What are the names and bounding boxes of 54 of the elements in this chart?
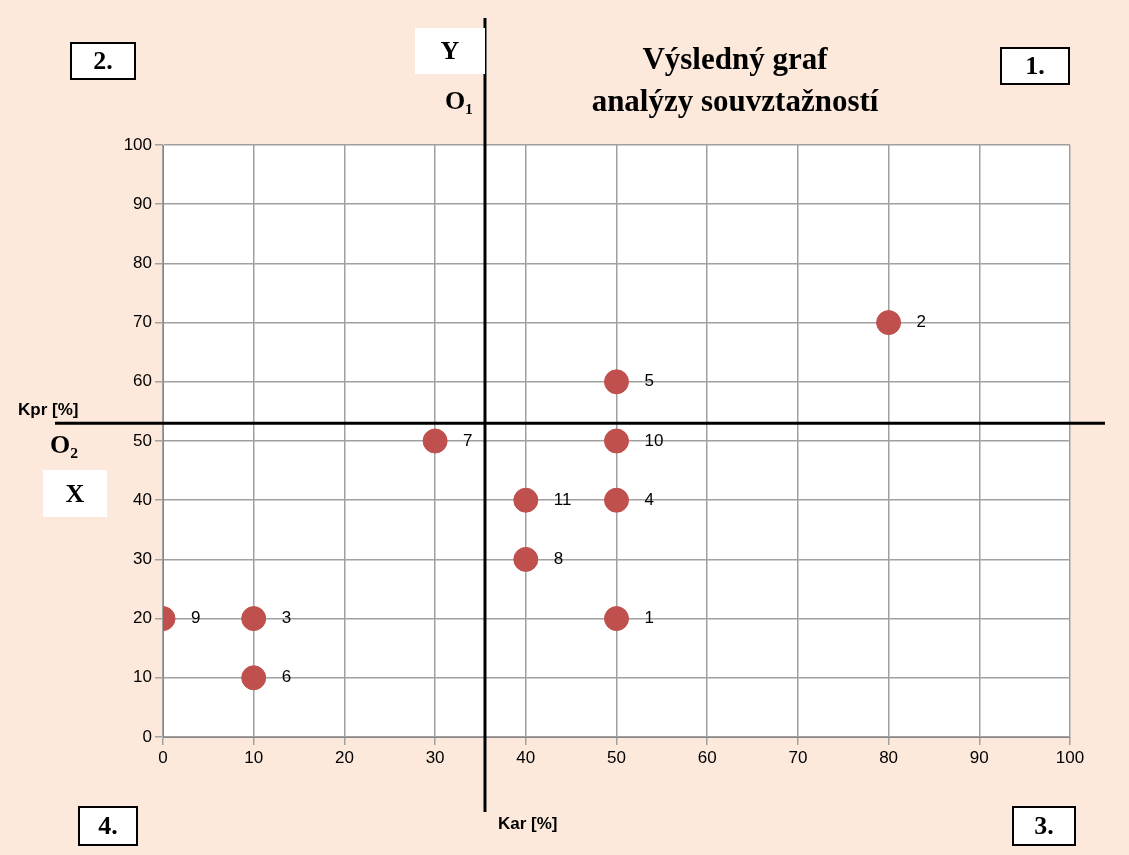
annotation: 10 <box>644 430 664 450</box>
ref-line-label: O₂ <box>50 429 79 459</box>
ref-line-label: O₁ <box>444 85 473 115</box>
y-tick-label: 60 <box>133 371 152 391</box>
annotation: 9 <box>191 608 201 628</box>
point <box>604 606 629 632</box>
annotation: 11 <box>553 489 572 509</box>
annotation: 1 <box>644 608 654 628</box>
y-tick-label: 50 <box>133 430 152 450</box>
annotation: 4 <box>644 489 654 509</box>
text: 2. <box>70 42 136 80</box>
point <box>604 428 629 454</box>
point <box>513 487 539 513</box>
text: 3. <box>1012 806 1076 846</box>
point <box>876 310 902 336</box>
x-tick-label: 30 <box>425 747 445 767</box>
chart-title: Výsledný graf analýzy souvztažností <box>590 40 880 120</box>
y-tick-label: 30 <box>133 549 152 569</box>
annotation: 5 <box>644 371 654 391</box>
annotation: 8 <box>553 549 564 569</box>
annotation: 7 <box>463 430 473 450</box>
y-tick-label: 100 <box>123 134 152 154</box>
annotation: 2 <box>916 312 927 332</box>
point <box>513 546 539 572</box>
point <box>604 369 629 395</box>
point <box>241 665 267 691</box>
point <box>422 428 448 454</box>
point <box>604 487 629 513</box>
annotation: 6 <box>281 667 292 687</box>
y-tick-label: 10 <box>133 667 152 687</box>
x-tick-label: 80 <box>879 747 899 767</box>
y-tick-label: 80 <box>133 253 152 273</box>
x-tick-label: 100 <box>1055 747 1085 767</box>
x-tick-label: 90 <box>969 747 989 767</box>
text: Y <box>415 28 485 74</box>
text: X <box>43 470 107 517</box>
x-tick-label: 40 <box>516 747 536 767</box>
x-axis-title: Kar [%] <box>498 814 558 834</box>
y-tick-label: 70 <box>133 312 152 332</box>
annotation: 3 <box>281 608 292 628</box>
y-tick-label: 0 <box>142 726 152 746</box>
text: 4. <box>78 806 138 846</box>
y-tick-label: 90 <box>133 193 152 213</box>
y-tick-label: 20 <box>133 608 152 628</box>
x-tick-label: 20 <box>334 747 354 767</box>
point <box>241 606 267 632</box>
y-axis-title: Kpr [%] <box>18 400 79 420</box>
x-tick-label: 70 <box>788 747 808 767</box>
x-tick-label: 10 <box>244 747 264 767</box>
x-tick-label: 50 <box>607 747 626 767</box>
y-tick-label: 40 <box>133 489 152 509</box>
x-tick-label: 60 <box>697 747 717 767</box>
x-tick-label: 0 <box>158 747 168 767</box>
text: 1. <box>1000 47 1070 85</box>
